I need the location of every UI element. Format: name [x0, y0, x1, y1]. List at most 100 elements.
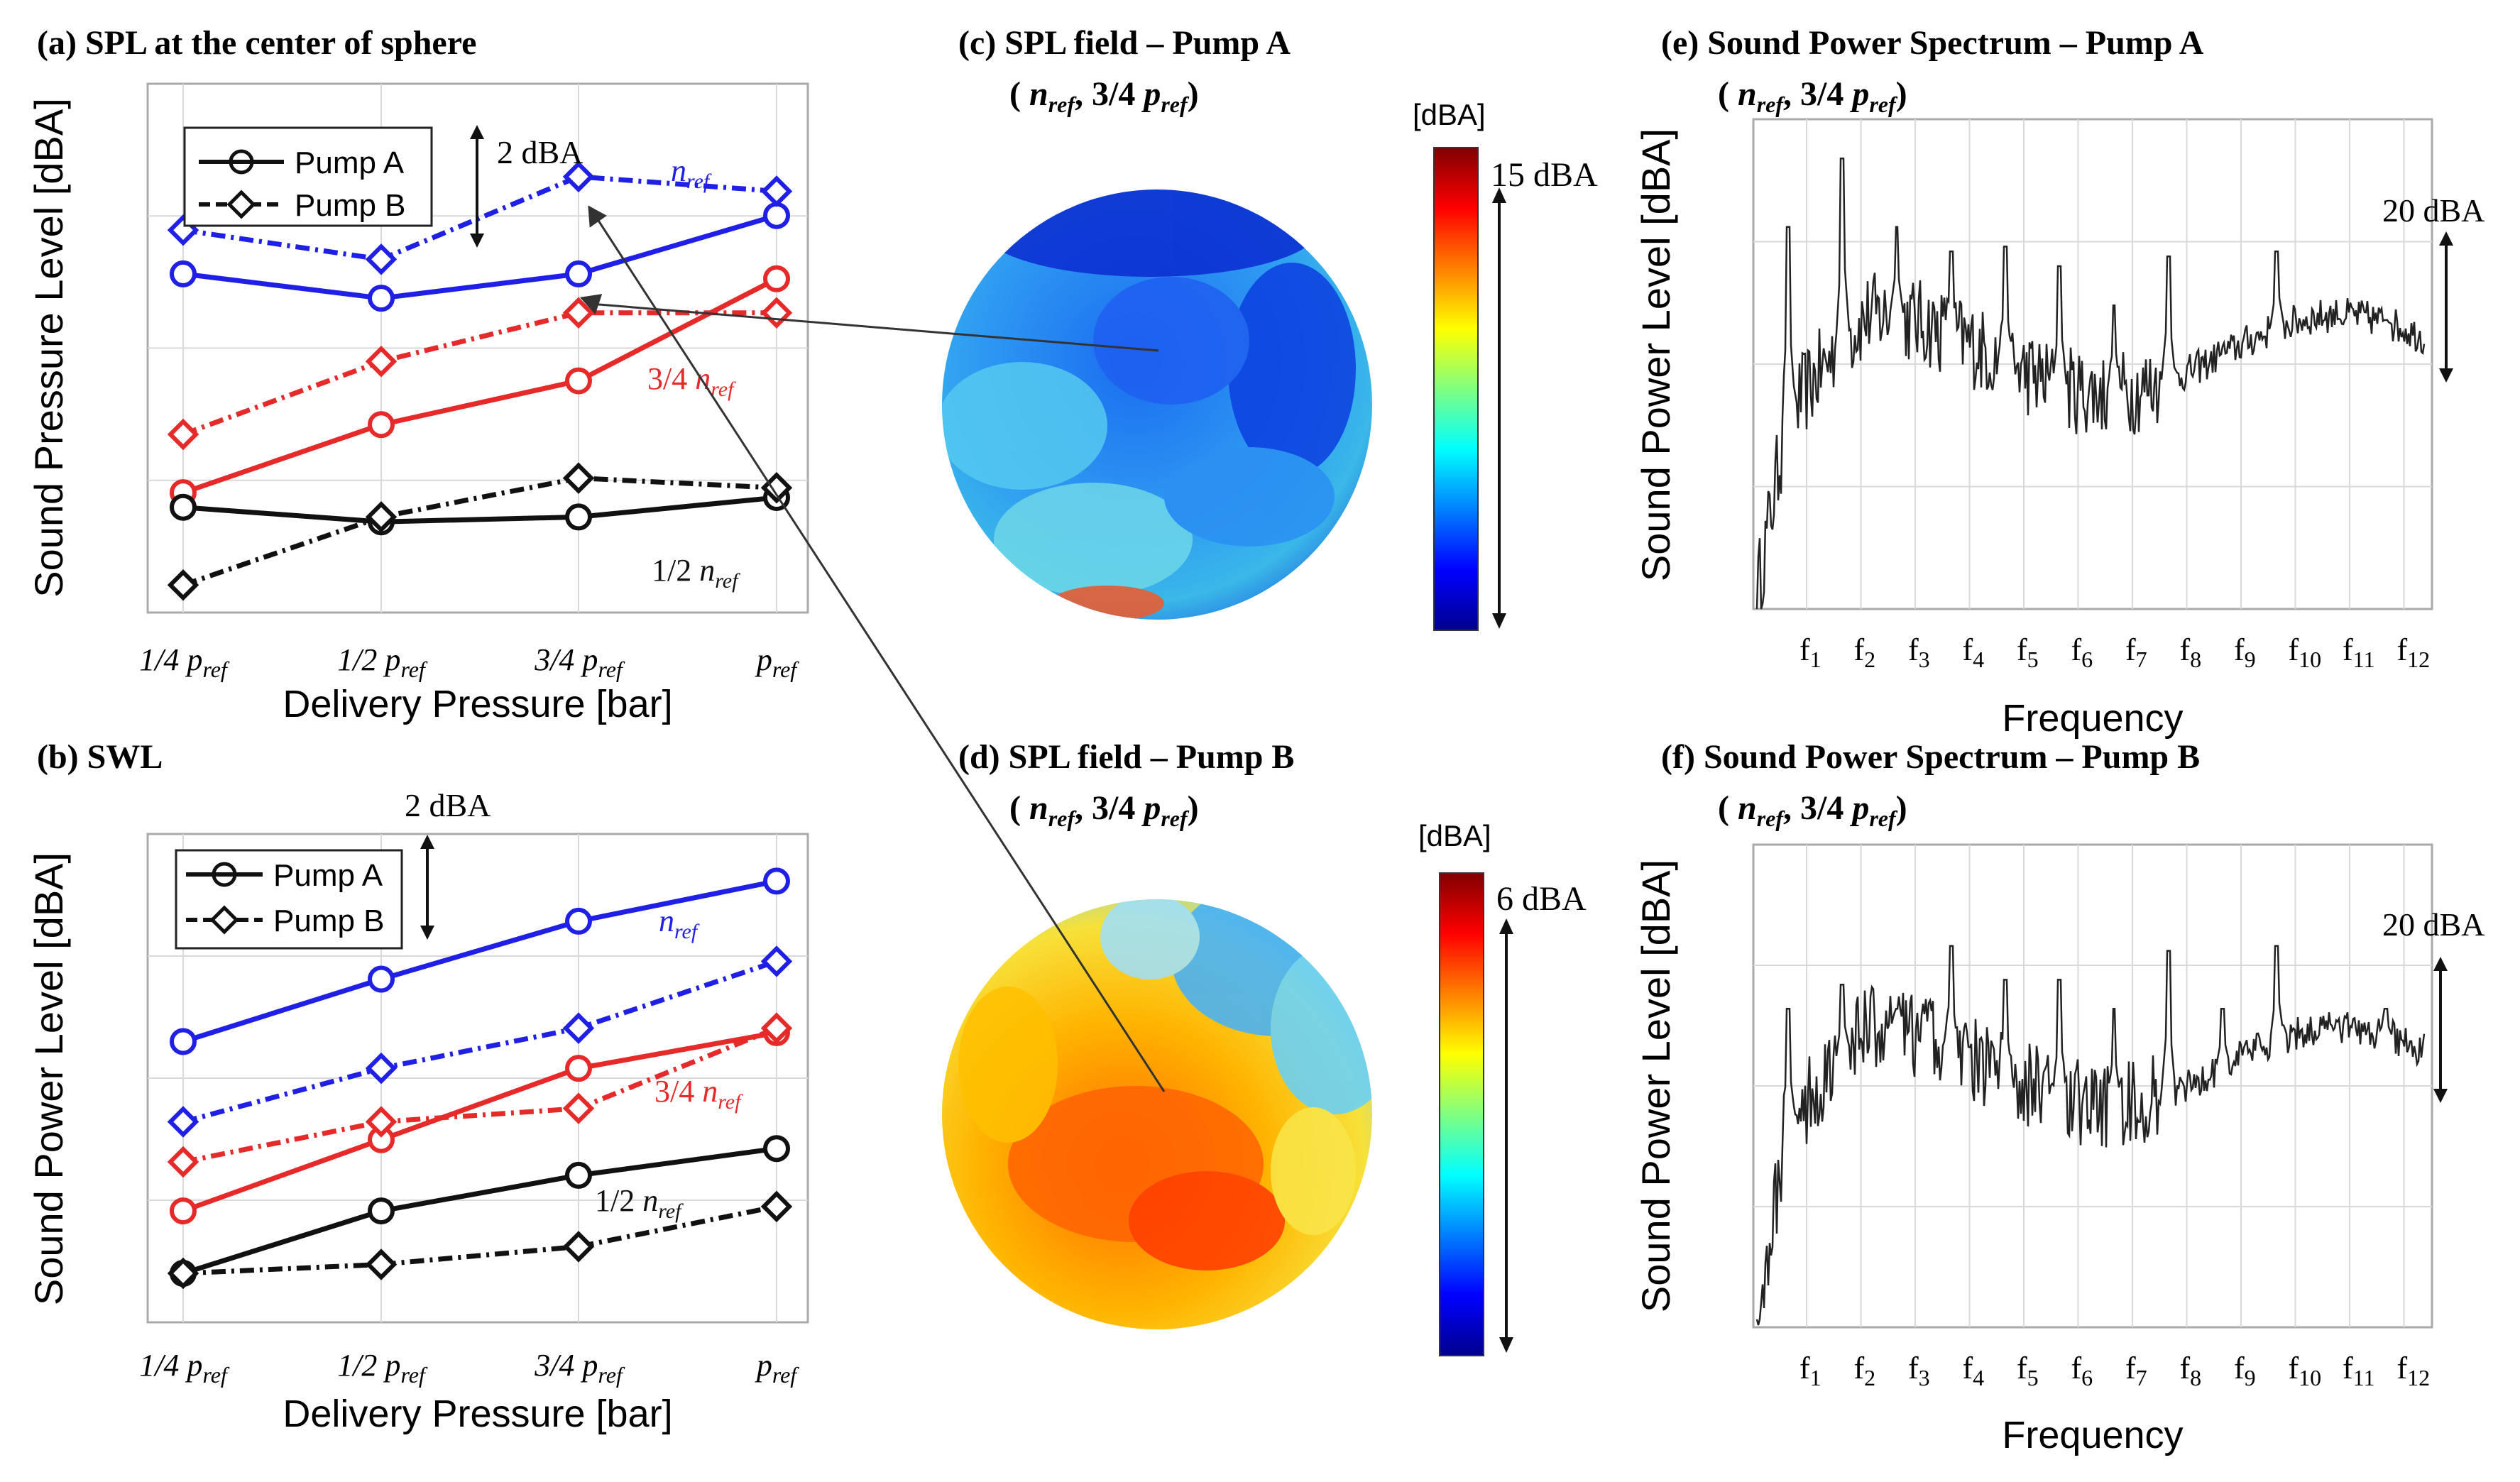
xtick-label: 3/4 pref: [534, 642, 625, 682]
xtick-label: f10: [2289, 1351, 2322, 1390]
data-point: [170, 1197, 197, 1225]
annotation-3-4-n-ref: 3/4 nref: [654, 1074, 743, 1114]
legend-pump-b: Pump B: [295, 188, 406, 223]
xtick-label: f3: [1908, 1351, 1930, 1390]
data-point: [562, 160, 595, 193]
colorbar-b-unit: [dBA]: [1418, 819, 1491, 852]
panel-e-scale-arrow: 20 dBA: [2382, 192, 2485, 383]
panel-b-scale-arrow: 2 dBA: [405, 787, 491, 940]
xtick-label: f1: [1799, 1351, 1821, 1390]
panel-d-title: (d) SPL field – Pump B: [958, 738, 1294, 776]
data-point: [763, 202, 790, 229]
xtick-label: pref: [755, 1348, 799, 1388]
panel-a-xlabel: Delivery Pressure [bar]: [283, 683, 672, 725]
series-line: [182, 878, 777, 1044]
xtick-label: f8: [2180, 1351, 2202, 1390]
xtick-label: f11: [2343, 632, 2374, 672]
data-point: [167, 1106, 199, 1138]
xtick-label: pref: [755, 642, 799, 682]
panel-e-scale-note: 20 dBA: [2382, 192, 2485, 229]
xtick-label: f3: [1908, 632, 1930, 672]
data-point: [368, 411, 395, 439]
data-point: [562, 1012, 595, 1044]
panel-e-xticks: f1 f2 f3 f4 f5 f6 f7 f8 f9 f10 f11 f12: [1799, 632, 2430, 672]
xtick-label: f7: [2125, 1351, 2147, 1390]
panel-b-scale-note: 2 dBA: [405, 787, 491, 823]
xtick-label: f9: [2234, 1351, 2256, 1390]
data-point: [365, 1052, 398, 1085]
xtick-label: f5: [2017, 1351, 2039, 1390]
series-line: [182, 1030, 777, 1214]
data-point: [368, 285, 395, 312]
spl-field-sphere-pump-a: [942, 190, 1372, 620]
data-point: [167, 569, 199, 601]
data-point: [760, 175, 793, 207]
panel-f-xlabel: Frequency: [2002, 1414, 2183, 1456]
data-point: [763, 1135, 790, 1163]
data-point: [565, 907, 592, 935]
series-line: [182, 959, 778, 1124]
data-point: [763, 867, 790, 895]
data-point: [365, 345, 398, 378]
data-point: [368, 965, 395, 993]
legend-pump-a: Pump A: [273, 858, 383, 893]
series-line: [182, 213, 777, 301]
data-point: [365, 243, 398, 275]
panel-e-xlabel: Frequency: [2002, 697, 2183, 740]
xtick-label: f6: [2071, 1351, 2093, 1390]
xtick-label: f2: [1854, 1351, 1876, 1390]
panel-b-plot: [167, 867, 793, 1290]
spectrum-line: [1755, 945, 2426, 1326]
series-line: [182, 276, 778, 495]
annotation-3-4-n-ref: 3/4 nref: [647, 361, 736, 401]
panel-e-ylabel: Sound Power Level [dBA]: [1633, 128, 1678, 581]
series-line: [182, 1146, 777, 1276]
panel-d-subtitle: ( nref, 3/4 pref): [1009, 789, 1199, 831]
data-point: [562, 1092, 595, 1124]
colorbar-pump-b: [dBA] 6 dBA: [1418, 819, 1587, 1356]
colorbar-pump-a: [dBA] 15 dBA: [1413, 98, 1598, 631]
data-point: [365, 501, 398, 533]
xtick-label: f12: [2397, 632, 2431, 672]
xtick-label: f9: [2234, 632, 2256, 672]
xtick-label: f6: [2071, 632, 2093, 672]
data-point: [368, 1197, 395, 1225]
xtick-label: f11: [2343, 1351, 2374, 1390]
xtick-label: f8: [2180, 632, 2202, 672]
panel-f-title: (f) Sound Power Spectrum – Pump B: [1661, 738, 2200, 776]
panel-f-plot: [1755, 945, 2426, 1326]
panel-a-xticks: 1/4 pref 1/2 pref 3/4 pref pref: [139, 642, 799, 682]
panel-a-ylabel: Sound Pressure Level [dBA]: [26, 98, 71, 598]
data-point: [565, 260, 592, 287]
data-point: [565, 367, 592, 395]
data-point: [365, 1248, 398, 1280]
series-line: [182, 495, 777, 525]
spectrum-line: [1755, 157, 2426, 610]
panel-b-ylabel: Sound Power Level [dBA]: [26, 852, 71, 1305]
data-point: [167, 1146, 199, 1178]
spl-field-sphere-pump-b: [942, 899, 1372, 1329]
data-point: [565, 503, 592, 531]
data-point: [562, 462, 595, 494]
leader-line-a-to-d: [592, 212, 1166, 1092]
data-point: [167, 1257, 199, 1290]
panel-b-xlabel: Delivery Pressure [bar]: [283, 1393, 672, 1435]
panel-e-plot: [1755, 157, 2426, 610]
xtick-label: f10: [2289, 632, 2322, 672]
panel-f-scale-arrow: 20 dBA: [2382, 906, 2485, 1103]
panel-f-scale-note: 20 dBA: [2382, 906, 2485, 943]
xtick-label: f12: [2397, 1351, 2431, 1390]
panel-a-title: (a) SPL at the center of sphere: [37, 24, 476, 62]
data-point: [763, 265, 790, 292]
legend-pump-b: Pump B: [273, 904, 385, 938]
data-point: [760, 945, 793, 977]
panel-f-ylabel: Sound Power Level [dBA]: [1633, 860, 1678, 1312]
panel-a-scale-arrow: 2 dBA: [470, 125, 583, 248]
xtick-label: 1/2 pref: [337, 1348, 428, 1388]
data-point: [760, 1012, 793, 1044]
xtick-label: 1/2 pref: [337, 642, 428, 682]
panel-e-grid: [1753, 119, 2432, 609]
data-point: [562, 297, 595, 329]
panel-b-xticks: 1/4 pref 1/2 pref 3/4 pref pref: [139, 1348, 799, 1388]
